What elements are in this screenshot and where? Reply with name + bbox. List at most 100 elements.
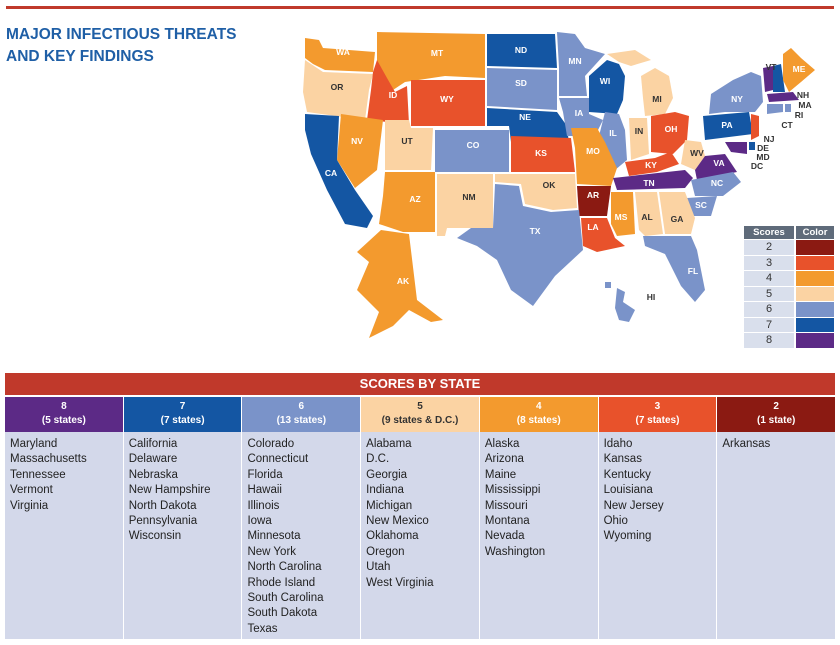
state-pa[interactable]: [703, 112, 753, 140]
map-label-sd: SD: [515, 78, 527, 88]
score-value: 8: [61, 401, 67, 412]
state-wi[interactable]: [589, 60, 625, 114]
state-hi[interactable]: [615, 288, 635, 322]
state-il[interactable]: [599, 112, 627, 170]
map-label-nj: NJ: [764, 134, 775, 144]
state-wy[interactable]: [411, 80, 485, 126]
state-nh[interactable]: [773, 64, 785, 92]
state-fl[interactable]: [643, 236, 705, 302]
state-mi-up[interactable]: [607, 50, 651, 66]
state-ky[interactable]: [625, 152, 679, 176]
score-column-header: 8 (5 states): [5, 397, 123, 432]
map-label-fl: FL: [688, 266, 698, 276]
state-oh[interactable]: [651, 112, 689, 154]
state-or[interactable]: [303, 60, 373, 120]
state-name: Rhode Island: [247, 576, 316, 589]
state-in[interactable]: [629, 118, 649, 160]
state-name: South Carolina: [247, 592, 324, 605]
state-sc[interactable]: [687, 196, 717, 216]
state-mn[interactable]: [557, 32, 605, 96]
state-ma[interactable]: [767, 92, 799, 102]
state-name: Illinois: [247, 499, 280, 512]
score-state-count: (13 states): [276, 415, 327, 426]
state-name: Utah: [366, 561, 391, 574]
score-state-count: (7 states): [160, 415, 205, 426]
score-column-3: 3 (7 states) Idaho Kansas Kentucky Louisiana N…: [598, 397, 717, 639]
state-name: Connecticut: [247, 453, 309, 466]
map-label-ne: NE: [519, 112, 531, 122]
state-name: New Hampshire: [128, 484, 211, 497]
state-sd[interactable]: [487, 68, 557, 110]
state-ms[interactable]: [611, 192, 635, 236]
state-name: West Virginia: [366, 576, 434, 589]
legend-swatch: [796, 302, 834, 317]
state-name: Virginia: [10, 499, 49, 512]
state-ar[interactable]: [577, 186, 611, 216]
state-name: Arizona: [484, 453, 524, 466]
state-ca[interactable]: [305, 114, 373, 228]
state-mi[interactable]: [641, 68, 673, 116]
map-label-la: LA: [587, 222, 598, 232]
state-ne[interactable]: [487, 108, 569, 144]
state-hi-small: [605, 282, 611, 288]
state-name: Oklahoma: [366, 530, 419, 543]
state-nd[interactable]: [487, 34, 557, 68]
state-name: Kentucky: [603, 468, 651, 481]
state-ia[interactable]: [559, 98, 603, 136]
state-az[interactable]: [379, 172, 435, 232]
score-state-count: (9 states & D.C.): [381, 415, 459, 426]
state-ct[interactable]: [767, 104, 783, 114]
legend-row: 3: [744, 255, 834, 270]
state-ks[interactable]: [511, 136, 575, 172]
map-label-me: ME: [793, 64, 806, 74]
score-column-header: 3 (7 states): [598, 397, 717, 432]
state-ny[interactable]: [709, 72, 763, 114]
state-md[interactable]: [725, 142, 747, 154]
state-wv[interactable]: [681, 140, 705, 170]
legend-score: 4: [744, 271, 794, 286]
state-name: Arkansas: [722, 438, 771, 450]
state-nm[interactable]: [437, 174, 493, 236]
legend-score: 8: [744, 333, 794, 348]
score-column-2: 2 (1 state) Arkansas: [717, 397, 836, 639]
state-name: Hawaii: [247, 484, 282, 497]
state-al[interactable]: [635, 192, 663, 236]
state-name: Pennsylvania: [128, 515, 198, 528]
state-tx[interactable]: [457, 184, 583, 306]
state-name: Georgia: [366, 468, 408, 481]
state-id[interactable]: [367, 60, 409, 124]
state-vt[interactable]: [763, 66, 773, 92]
state-nc[interactable]: [691, 172, 741, 196]
state-list: Maryland Massachusetts Tennessee Vermont Vir…: [5, 432, 123, 514]
score-state-count: (1 state): [756, 415, 796, 426]
legend-swatch: [796, 333, 834, 348]
legend-row: 2: [744, 240, 834, 255]
state-nj[interactable]: [751, 114, 759, 140]
score-value: 7: [179, 401, 186, 412]
state-me[interactable]: [783, 48, 815, 92]
state-co[interactable]: [435, 130, 509, 172]
map-label-hi: HI: [647, 292, 656, 302]
map-label-md: MD: [756, 152, 769, 162]
state-ut[interactable]: [385, 120, 433, 170]
legend-score: 2: [744, 240, 794, 255]
state-nv[interactable]: [337, 114, 383, 188]
state-la[interactable]: [581, 218, 625, 252]
state-ga[interactable]: [659, 192, 695, 234]
state-de[interactable]: [749, 142, 755, 150]
state-tn[interactable]: [613, 170, 693, 190]
state-mo[interactable]: [571, 128, 617, 186]
map-label-ia: IA: [575, 108, 584, 118]
state-wa[interactable]: [305, 38, 375, 72]
state-name: Oregon: [366, 545, 405, 558]
state-mt[interactable]: [377, 32, 485, 90]
state-ok[interactable]: [495, 174, 577, 210]
map-label-al: AL: [641, 212, 652, 222]
state-name: Missouri: [484, 499, 528, 512]
map-label-mn: MN: [568, 56, 581, 66]
state-name: Maine: [484, 468, 517, 481]
map-label-ct: CT: [781, 120, 793, 130]
score-column-7: 7 (7 states) California Delaware Nebraska New…: [123, 397, 242, 639]
state-ri[interactable]: [785, 104, 791, 112]
state-ak[interactable]: [357, 230, 443, 338]
